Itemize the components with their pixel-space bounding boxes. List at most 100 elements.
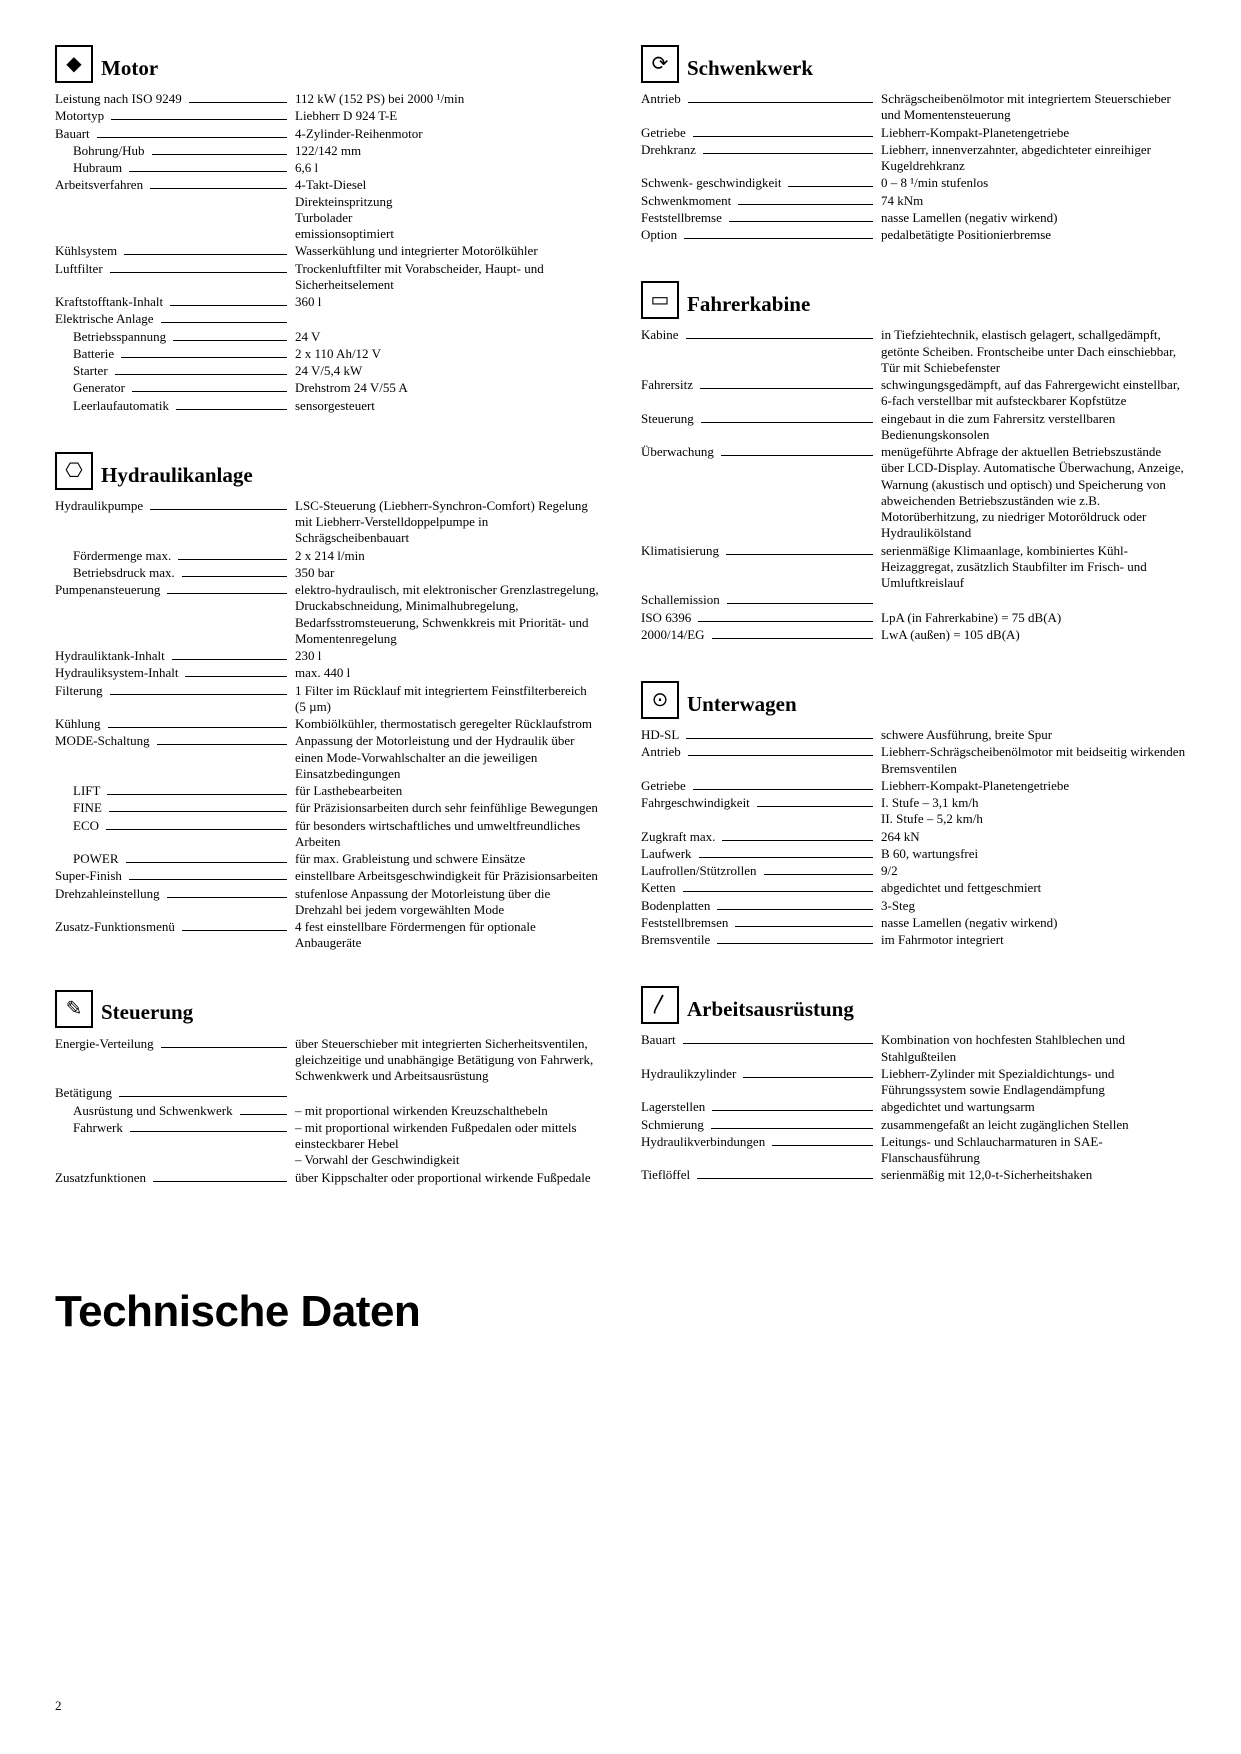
spec-label: POWER	[55, 851, 122, 867]
spec-value: Liebherr-Zylinder mit Spezialdichtungs- …	[877, 1066, 1186, 1099]
spec-value: menügeführte Abfrage der aktuellen Betri…	[877, 444, 1186, 542]
motor-icon: ◆	[55, 45, 93, 83]
spec-label: FINE	[55, 800, 105, 816]
spec-label: Hydraulikpumpe	[55, 498, 146, 514]
spec-row: AntriebLiebherr-Schrägscheibenölmotor mi…	[641, 744, 1186, 777]
spec-value: LwA (außen) = 105 dB(A)	[877, 627, 1186, 643]
leader-line	[722, 840, 873, 841]
leader-line	[721, 455, 873, 456]
spec-label: Zugkraft max.	[641, 829, 718, 845]
spec-value: 2 x 214 l/min	[291, 548, 600, 564]
leader-line	[167, 897, 287, 898]
spec-label: Drehkranz	[641, 142, 699, 158]
leader-line	[97, 137, 287, 138]
arbeitsausruestung-icon: 〳	[641, 986, 679, 1024]
spec-value: 350 bar	[291, 565, 600, 581]
spec-row: ISO 6396LpA (in Fahrerkabine) = 75 dB(A)	[641, 610, 1186, 626]
leader-line	[161, 1047, 287, 1048]
section-head: ◆Motor	[55, 45, 600, 83]
spec-row: Energie-Verteilungüber Steuerschieber mi…	[55, 1036, 600, 1085]
leader-line	[700, 388, 873, 389]
spec-row: Fahrersitzschwingungsgedämpft, auf das F…	[641, 377, 1186, 410]
spec-value: sensorgesteuert	[291, 398, 600, 414]
spec-label: Filterung	[55, 683, 106, 699]
spec-value: über Steuerschieber mit integrierten Sic…	[291, 1036, 600, 1085]
leader-line	[189, 102, 287, 103]
spec-value: nasse Lamellen (negativ wirkend)	[877, 210, 1186, 226]
spec-row: Generator Drehstrom 24 V/55 A	[55, 380, 600, 396]
spec-row: Hydrauliktank-Inhalt230 l	[55, 648, 600, 664]
section-head: ✎Steuerung	[55, 990, 600, 1028]
leader-line	[110, 694, 287, 695]
spec-row: Fahrwerk– mit proportional wirkenden Fuß…	[55, 1120, 600, 1169]
spec-row: Fördermenge max.2 x 214 l/min	[55, 548, 600, 564]
spec-value: einstellbare Arbeitsgeschwindigkeit für …	[291, 868, 600, 884]
spec-row: Drehzahleinstellungstufenlose Anpassung …	[55, 886, 600, 919]
spec-value: Drehstrom 24 V/55 A	[291, 380, 600, 396]
spec-label: Zusatzfunktionen	[55, 1170, 149, 1186]
spec-label: Fahrersitz	[641, 377, 696, 393]
steuerung-icon: ✎	[55, 990, 93, 1028]
spec-value: 360 l	[291, 294, 600, 310]
leader-line	[172, 659, 287, 660]
section-head: ⟳Schwenkwerk	[641, 45, 1186, 83]
leader-line	[772, 1145, 873, 1146]
spec-label: Betriebsspannung	[55, 329, 169, 345]
spec-row: HydraulikpumpeLSC-Steuerung (Liebherr-Sy…	[55, 498, 600, 547]
spec-value: abgedichtet und fettgeschmiert	[877, 880, 1186, 896]
spec-value: Liebherr-Kompakt-Planetengetriebe	[877, 778, 1186, 794]
section-unterwagen: ⊙UnterwagenHD-SLschwere Ausführung, brei…	[641, 681, 1186, 948]
leader-line	[698, 621, 873, 622]
spec-label: Hubraum	[55, 160, 125, 176]
spec-value: elektro-hydraulisch, mit elektronischer …	[291, 582, 600, 647]
spec-label: Bohrung/Hub	[55, 143, 148, 159]
spec-row: KühlungKombiölkühler, thermostatisch ger…	[55, 716, 600, 732]
leader-line	[683, 1043, 873, 1044]
spec-value: 9/2	[877, 863, 1186, 879]
spec-label: Elektrische Anlage	[55, 311, 157, 327]
leader-line	[109, 811, 287, 812]
leader-line	[124, 254, 287, 255]
hydraulikanlage-icon: ⎔	[55, 452, 93, 490]
spec-row: ECOfür besonders wirtschaftliches und um…	[55, 818, 600, 851]
spec-value: – mit proportional wirkenden Kreuzschalt…	[291, 1103, 600, 1119]
section-hydraulikanlage: ⎔HydraulikanlageHydraulikpumpeLSC-Steuer…	[55, 452, 600, 952]
leader-line	[727, 603, 873, 604]
spec-row: Schmierungzusammengefaßt an leicht zugän…	[641, 1117, 1186, 1133]
leader-line	[738, 204, 873, 205]
spec-label: Drehzahleinstellung	[55, 886, 163, 902]
spec-value: serienmäßige Klimaanlage, kombiniertes K…	[877, 543, 1186, 592]
spec-value: 2 x 110 Ah/12 V	[291, 346, 600, 362]
spec-value: B 60, wartungsfrei	[877, 846, 1186, 862]
spec-row: GetriebeLiebherr-Kompakt-Planetengetrieb…	[641, 125, 1186, 141]
spec-label: Steuerung	[641, 411, 697, 427]
leader-line	[712, 1110, 873, 1111]
spec-row: Starter24 V/5,4 kW	[55, 363, 600, 379]
spec-label: Kühlung	[55, 716, 104, 732]
spec-value: Schrägscheibenölmotor mit integriertem S…	[877, 91, 1186, 124]
spec-value: für besonders wirtschaftliches und umwel…	[291, 818, 600, 851]
spec-label: Generator	[55, 380, 128, 396]
leader-line	[788, 186, 873, 187]
leader-line	[111, 119, 287, 120]
leader-line	[130, 1131, 287, 1132]
leader-line	[686, 338, 873, 339]
spec-label: HD-SL	[641, 727, 682, 743]
spec-value: 4 fest einstellbare Fördermengen für opt…	[291, 919, 600, 952]
spec-row: Hubraum6,6 l	[55, 160, 600, 176]
section-title: Unterwagen	[687, 691, 797, 719]
spec-row: POWERfür max. Grableistung und schwere E…	[55, 851, 600, 867]
spec-value: 4-Takt-DieselDirekteinspritzungTurbolade…	[291, 177, 600, 242]
spec-row: HydraulikzylinderLiebherr-Zylinder mit S…	[641, 1066, 1186, 1099]
spec-label: Bauart	[641, 1032, 679, 1048]
spec-value: im Fahrmotor integriert	[877, 932, 1186, 948]
spec-row: BauartKombination von hochfesten Stahlbl…	[641, 1032, 1186, 1065]
spec-label: Getriebe	[641, 125, 689, 141]
leader-line	[106, 829, 287, 830]
spec-value: Anpassung der Motorleistung und der Hydr…	[291, 733, 600, 782]
section-head: ⊙Unterwagen	[641, 681, 1186, 719]
spec-label: Option	[641, 227, 680, 243]
spec-value: max. 440 l	[291, 665, 600, 681]
spec-row: Filterung1 Filter im Rücklauf mit integr…	[55, 683, 600, 716]
spec-label: Betätigung	[55, 1085, 115, 1101]
